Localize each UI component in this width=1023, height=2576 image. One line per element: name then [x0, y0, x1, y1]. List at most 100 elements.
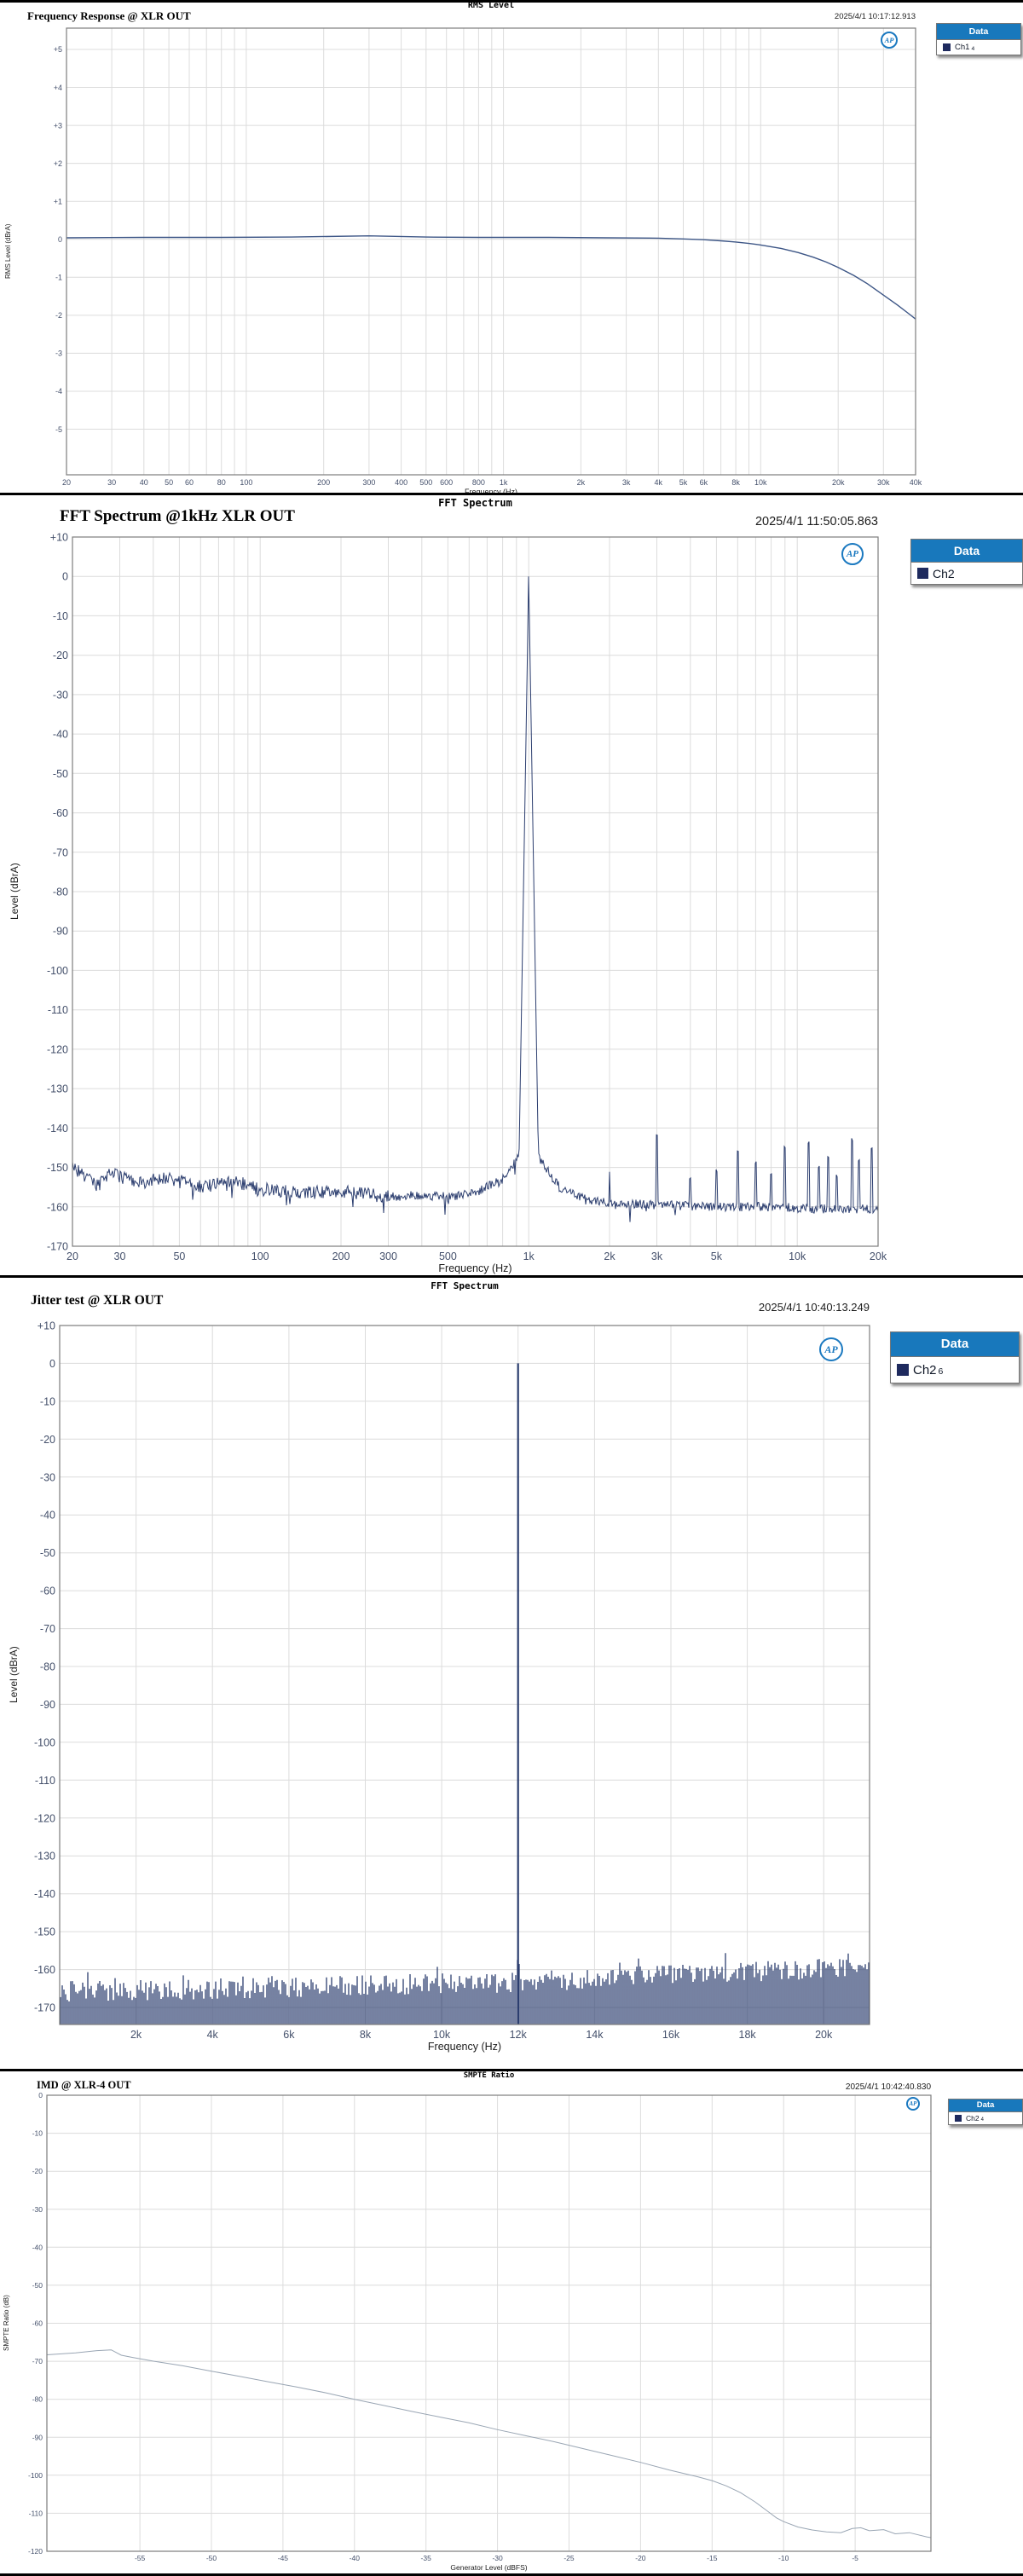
svg-text:-80: -80 [40, 1661, 55, 1673]
svg-text:10k: 10k [754, 478, 767, 487]
svg-text:-150: -150 [47, 1162, 68, 1174]
svg-text:-170: -170 [47, 1241, 68, 1253]
svg-text:16k: 16k [662, 2029, 680, 2041]
chart-plot: 20 30 40 50 60 80 100 200 300 400 500 600 800 1k 2k 3k 4… [54, 27, 922, 487]
trace-color-swatch [943, 43, 951, 51]
svg-text:-30: -30 [492, 2554, 503, 2562]
legend-header: Data [911, 540, 1022, 563]
svg-text:-70: -70 [53, 846, 68, 858]
svg-text:-40: -40 [53, 729, 68, 741]
ap-logo-text: AP [909, 2100, 917, 2107]
legend-box: Data Ch2 6 [890, 1331, 1020, 1383]
chart-type-header: FFT Spectrum [438, 497, 512, 509]
y-axis-title: Level (dBrA) [9, 863, 20, 921]
svg-text:50: 50 [165, 478, 173, 487]
svg-text:8k: 8k [731, 478, 740, 487]
legend-box: Data Ch1 4 [936, 23, 1021, 55]
svg-text:60: 60 [185, 478, 194, 487]
svg-text:500: 500 [439, 1250, 457, 1262]
chart-title: IMD @ XLR-4 OUT [37, 2079, 131, 2091]
svg-text:20k: 20k [815, 2029, 833, 2041]
svg-text:-1: -1 [55, 274, 62, 282]
x-axis-title: Frequency (Hz) [438, 1262, 512, 1274]
chart-timestamp: 2025/4/1 10:42:40.830 [845, 2082, 931, 2092]
svg-text:18k: 18k [739, 2029, 757, 2041]
svg-text:4k: 4k [655, 478, 663, 487]
svg-text:-20: -20 [53, 650, 68, 661]
svg-text:-110: -110 [35, 1775, 55, 1787]
svg-text:-4: -4 [55, 387, 62, 396]
chart-timestamp: 2025/4/1 10:40:13.249 [758, 1301, 870, 1314]
svg-text:-130: -130 [34, 1851, 55, 1863]
trace-color-swatch [897, 1364, 909, 1376]
panel-fft-spectrum-1khz: FFT Spectrum FFT Spectrum @1kHz XLR OUT … [0, 493, 1023, 1275]
legend-header: Data [891, 1332, 1019, 1357]
svg-text:12k: 12k [510, 2029, 528, 2041]
svg-text:-120: -120 [28, 2547, 43, 2556]
svg-text:-140: -140 [34, 1888, 55, 1900]
panel-divider-bar [0, 493, 1023, 495]
svg-text:+2: +2 [54, 159, 62, 168]
x-axis-title: Frequency (Hz) [464, 488, 517, 493]
legend-header: Data [949, 2099, 1022, 2112]
legend-entry-index: 4 [971, 46, 975, 52]
svg-text:-20: -20 [40, 1434, 55, 1446]
svg-text:8k: 8k [360, 2029, 372, 2041]
svg-text:+3: +3 [54, 121, 62, 130]
svg-text:1k: 1k [500, 478, 508, 487]
chart-plot: 20 30 50 100 200 300 500 1k 2k 3k 5k 10k 20k +10 0 -10 -… [47, 532, 887, 1263]
svg-text:300: 300 [379, 1250, 397, 1262]
svg-text:-15: -15 [707, 2554, 718, 2562]
svg-text:-50: -50 [206, 2554, 217, 2562]
svg-text:-40: -40 [40, 1510, 55, 1522]
chart-timestamp: 2025/4/1 10:17:12.913 [834, 12, 916, 21]
svg-text:30: 30 [114, 1250, 126, 1262]
svg-text:40k: 40k [910, 478, 922, 487]
ap-logo: AP [841, 543, 864, 565]
chart-type-header: SMPTE Ratio [463, 2071, 515, 2080]
svg-text:3k: 3k [622, 478, 631, 487]
legend-box: Data Ch2 4 [948, 2099, 1023, 2125]
svg-text:-110: -110 [29, 2510, 43, 2518]
svg-text:-90: -90 [40, 1699, 55, 1711]
legend-entry: Ch1 4 [937, 40, 1020, 55]
chart-plot: 2k 4k 6k 8k 10k 12k 14k 16k 18k 20k +10 0 -10 -20 -30 -… [34, 1320, 870, 2041]
ap-logo-text: AP [884, 36, 894, 44]
svg-text:-3: -3 [55, 349, 62, 358]
svg-text:10k: 10k [433, 2029, 451, 2041]
svg-text:-50: -50 [32, 2281, 43, 2290]
svg-text:-90: -90 [32, 2433, 43, 2441]
svg-text:2k: 2k [604, 1250, 616, 1262]
svg-text:-10: -10 [53, 610, 68, 622]
svg-text:-5: -5 [852, 2554, 858, 2562]
svg-text:+1: +1 [54, 197, 62, 205]
page-bottom-bar [0, 2573, 1023, 2576]
svg-text:-35: -35 [421, 2554, 432, 2562]
legend-entry-index: 6 [938, 1366, 944, 1377]
svg-text:20k: 20k [832, 478, 845, 487]
svg-text:-120: -120 [47, 1043, 68, 1055]
chart-timestamp: 2025/4/1 11:50:05.863 [754, 515, 878, 528]
legend-entry-label: Ch2 [966, 2114, 980, 2123]
svg-text:20: 20 [66, 1250, 78, 1262]
panel-imd: SMPTE Ratio IMD @ XLR-4 OUT 2025/4/1 10:… [0, 2069, 1023, 2576]
svg-text:-50: -50 [53, 768, 68, 780]
chart-type-header: FFT Spectrum [431, 1280, 499, 1291]
svg-text:200: 200 [332, 1250, 350, 1262]
svg-text:-60: -60 [53, 807, 68, 819]
legend-entry-label: Ch2 [913, 1362, 937, 1378]
svg-text:100: 100 [251, 1250, 269, 1262]
svg-text:600: 600 [440, 478, 453, 487]
svg-text:80: 80 [217, 478, 226, 487]
svg-text:20k: 20k [870, 1250, 887, 1262]
ap-logo: AP [819, 1337, 843, 1361]
svg-text:0: 0 [49, 1358, 55, 1370]
legend-entry: Ch2 4 [949, 2112, 1022, 2124]
svg-text:400: 400 [395, 478, 407, 487]
legend-box: Data Ch2 [910, 539, 1023, 585]
svg-text:4k: 4k [207, 2029, 219, 2041]
svg-text:-30: -30 [40, 1471, 55, 1483]
legend-entry-label: Ch1 [955, 43, 970, 52]
panel-divider-bar [0, 1275, 1023, 1278]
svg-text:40: 40 [140, 478, 148, 487]
